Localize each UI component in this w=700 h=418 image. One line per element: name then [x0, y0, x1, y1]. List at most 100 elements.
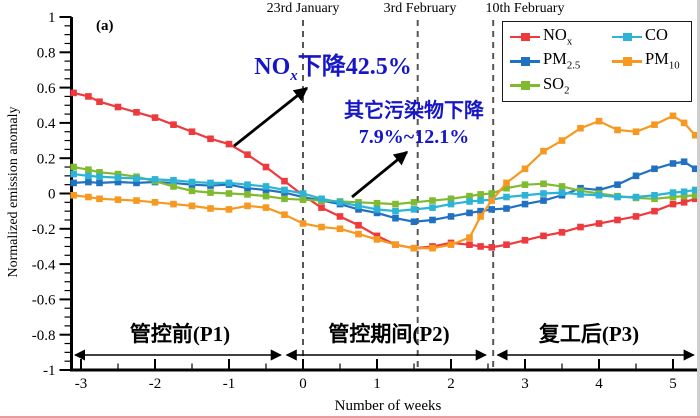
data-marker — [632, 172, 640, 180]
event-date-label-3: 10th February — [485, 1, 565, 16]
data-marker — [207, 135, 214, 143]
data-marker — [355, 221, 362, 229]
legend-item-pm10: PM10 — [612, 51, 690, 71]
data-marker — [540, 190, 547, 197]
data-marker — [680, 188, 688, 196]
data-marker — [151, 199, 159, 206]
data-marker — [558, 183, 566, 190]
y-tick-label: -0.6 — [32, 293, 56, 309]
data-marker — [85, 193, 92, 201]
data-marker — [410, 218, 418, 226]
x-axis-title: Number of weeks — [334, 398, 442, 414]
data-marker — [577, 124, 584, 132]
legend-label: CO — [645, 25, 668, 45]
data-marker — [318, 223, 325, 231]
series-CO — [70, 170, 699, 215]
data-marker — [96, 179, 103, 187]
data-marker — [429, 216, 436, 224]
data-marker — [392, 200, 399, 208]
data-marker — [355, 202, 362, 210]
data-marker — [281, 211, 288, 218]
data-marker — [170, 183, 177, 190]
data-marker — [521, 236, 529, 244]
data-marker — [488, 244, 495, 251]
y-tick-label: -0.8 — [32, 328, 56, 344]
data-marker — [96, 98, 103, 106]
data-marker — [244, 202, 251, 210]
data-marker — [392, 207, 399, 215]
data-marker — [188, 128, 196, 136]
data-marker — [70, 170, 77, 178]
data-marker — [477, 197, 484, 204]
data-marker — [373, 199, 381, 207]
data-marker — [558, 137, 566, 144]
data-marker — [85, 93, 92, 100]
data-marker — [558, 189, 566, 196]
data-marker — [447, 200, 455, 208]
data-marker — [466, 234, 473, 241]
data-marker — [410, 206, 418, 213]
legend-item-pm25: PM2.5 — [510, 51, 612, 71]
data-marker — [466, 209, 473, 217]
data-marker — [355, 230, 362, 238]
data-marker — [680, 158, 688, 166]
data-marker — [85, 172, 92, 180]
y-tick-label: 0.2 — [37, 151, 56, 167]
data-marker — [299, 190, 307, 197]
data-marker — [429, 244, 436, 252]
legend-label: PM10 — [645, 49, 680, 72]
data-marker — [669, 193, 677, 201]
data-marker — [114, 103, 122, 111]
legend-label: SO2 — [543, 73, 570, 97]
data-marker — [669, 189, 677, 196]
data-marker — [680, 119, 688, 127]
x-tick-label: 5 — [669, 376, 677, 392]
data-marker — [632, 128, 640, 136]
data-marker — [70, 163, 77, 171]
legend-label: NOx — [543, 25, 573, 48]
data-marker — [680, 192, 688, 200]
data-marker — [133, 175, 140, 182]
data-marker — [244, 191, 251, 198]
data-marker — [595, 220, 603, 227]
x-tick-label: 3 — [521, 376, 529, 392]
data-marker — [669, 160, 677, 167]
data-marker — [540, 147, 547, 155]
data-marker — [521, 191, 529, 199]
data-marker — [373, 206, 381, 213]
y-tick-label: 0.4 — [37, 116, 56, 132]
data-marker — [114, 174, 122, 181]
annotation-others-drop: 其它污染物下降 7.9%~12.1% — [344, 98, 484, 150]
data-marker — [503, 184, 510, 192]
legend-label: PM2.5 — [543, 49, 581, 72]
annotation-others-line2: 7.9%~12.1% — [358, 126, 470, 148]
data-marker — [477, 243, 484, 250]
data-marker — [447, 195, 455, 203]
annotation-arrow — [233, 86, 309, 148]
panel-label: (a) — [96, 18, 114, 34]
data-marker — [488, 197, 495, 204]
legend-marker-icon — [612, 56, 642, 66]
data-marker — [70, 89, 77, 97]
data-marker — [466, 198, 473, 205]
data-marker — [336, 213, 344, 220]
data-marker — [669, 200, 677, 208]
x-tick-label: 2 — [447, 376, 455, 392]
data-marker — [488, 206, 495, 213]
x-tick-label: 0 — [299, 376, 307, 392]
data-marker — [281, 177, 288, 185]
data-marker — [96, 173, 103, 181]
annotation-arrow — [351, 150, 409, 199]
data-marker — [244, 181, 251, 188]
data-marker — [429, 204, 436, 211]
data-marker — [669, 112, 677, 120]
data-marker — [188, 178, 196, 186]
data-marker — [262, 204, 270, 211]
data-marker — [262, 163, 270, 171]
data-marker — [96, 169, 103, 176]
y-tick-label: 1 — [48, 10, 56, 26]
data-marker — [540, 197, 547, 204]
data-marker — [170, 176, 177, 184]
